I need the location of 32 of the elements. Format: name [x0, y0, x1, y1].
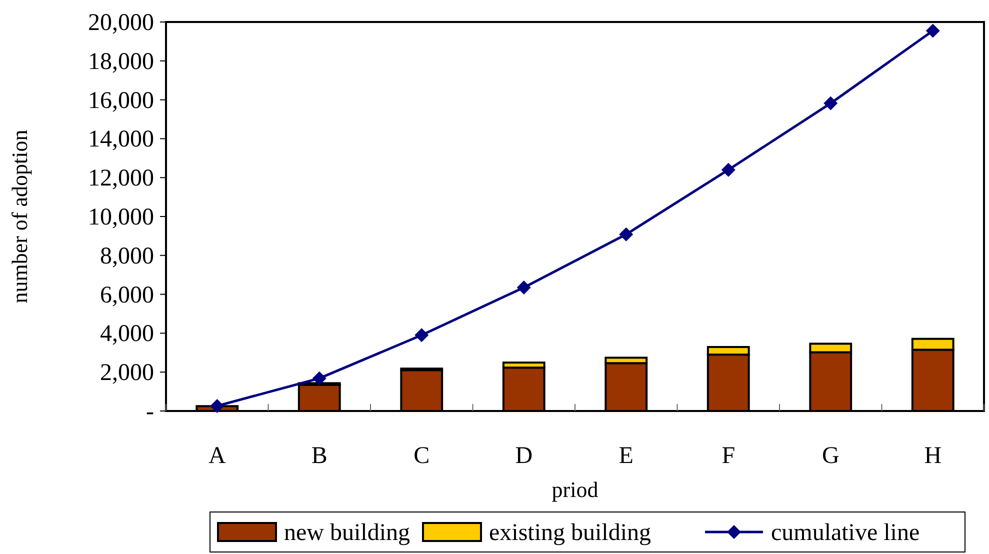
point: [824, 96, 838, 110]
point: [926, 24, 940, 38]
y-tick-label: -: [146, 399, 154, 425]
y-tick-label: 14,000: [88, 126, 154, 153]
legend-label: cumulative line: [771, 520, 920, 546]
x-axis-title: priod: [552, 477, 598, 502]
y-tick-label: 12,000: [88, 166, 154, 192]
x-tick-label: G: [822, 443, 840, 469]
point: [312, 371, 326, 386]
x-tick-label: H: [924, 443, 942, 469]
y-tick-label: 10,000: [88, 204, 154, 230]
y-tick-label: 16,000: [88, 88, 154, 114]
y-tick-label: 18,000: [88, 48, 154, 75]
y-axis-title: number of adoption: [7, 130, 32, 304]
legend-label: new building: [284, 520, 410, 546]
x-tick-label: E: [618, 443, 634, 469]
point: [619, 227, 634, 242]
x-tick-label: F: [722, 443, 736, 469]
y-tick-label: 6,000: [100, 282, 154, 308]
point: [210, 398, 224, 413]
point: [721, 162, 736, 177]
x-tick-label: D: [515, 443, 533, 469]
x-tick-label: A: [208, 443, 226, 469]
y-tick-label: 8,000: [100, 243, 154, 270]
y-tick-label: 20,000: [88, 10, 154, 36]
x-tick-label: C: [414, 443, 430, 469]
y-tick-label: 2,000: [100, 360, 154, 386]
point: [414, 328, 429, 342]
y-tick-label: 4,000: [100, 321, 154, 348]
legend-label: existing building: [489, 520, 651, 546]
x-tick-label: B: [311, 443, 328, 469]
point: [516, 280, 531, 294]
